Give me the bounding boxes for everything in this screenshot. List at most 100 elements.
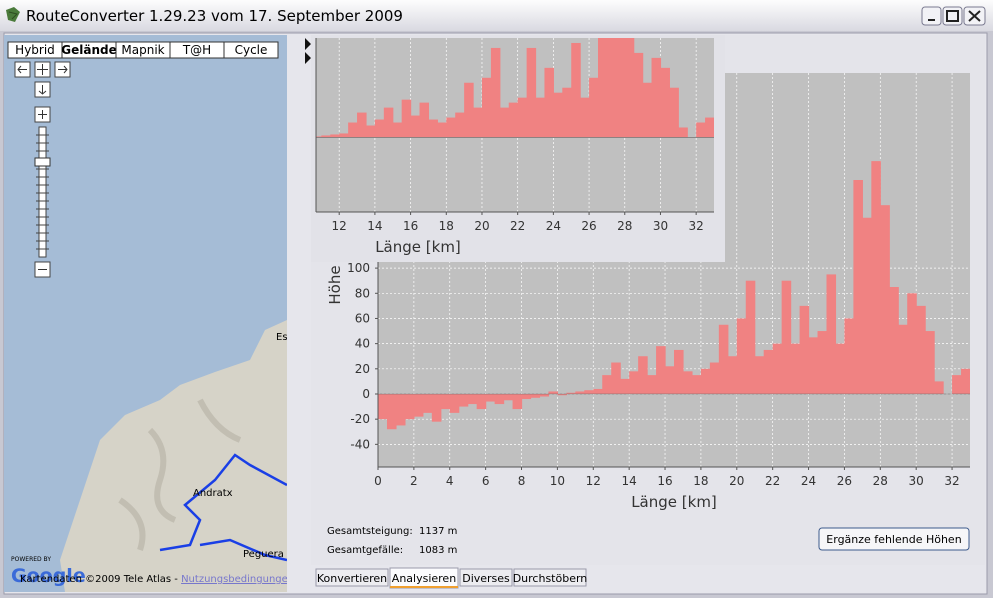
area-segment bbox=[437, 122, 447, 138]
tab[interactable] bbox=[315, 568, 389, 587]
x-tick-label: 18 bbox=[693, 474, 708, 488]
area-segment bbox=[473, 107, 483, 138]
area-segment bbox=[512, 393, 523, 410]
close-icon bbox=[968, 10, 981, 22]
area-segment bbox=[898, 324, 908, 394]
x-tick-label: 30 bbox=[653, 219, 668, 233]
terms-link[interactable]: Nutzungsbedingungen bbox=[181, 574, 294, 585]
y-tick-label: 60 bbox=[355, 311, 370, 325]
area-segment bbox=[365, 125, 376, 138]
area-segment bbox=[781, 280, 792, 394]
x-tick-label: 32 bbox=[944, 474, 959, 488]
y-tick-label: -20 bbox=[350, 412, 370, 426]
area-segment bbox=[674, 349, 684, 394]
area-segment bbox=[629, 371, 639, 394]
tab[interactable] bbox=[513, 568, 587, 587]
area-segment bbox=[431, 393, 442, 422]
fill-heights-label: Ergänze fehlende Höhen bbox=[826, 533, 961, 546]
x-tick-label: 20 bbox=[729, 474, 744, 488]
area-segment bbox=[593, 388, 603, 394]
area-segment bbox=[584, 390, 594, 394]
x-tick-label: 2 bbox=[410, 474, 418, 488]
zoom-thumb[interactable] bbox=[34, 157, 51, 167]
x-tick-label: 14 bbox=[622, 474, 637, 488]
tab[interactable] bbox=[459, 568, 513, 587]
area-segment bbox=[413, 393, 424, 417]
x-tick-label: 28 bbox=[617, 219, 632, 233]
area-segment bbox=[633, 52, 644, 138]
zoom-in-icon bbox=[38, 110, 47, 119]
splitter-arrows[interactable] bbox=[305, 38, 311, 64]
map-place: Peguera bbox=[243, 549, 284, 560]
area-segment bbox=[440, 393, 451, 410]
x-tick-label: 0 bbox=[374, 474, 382, 488]
area-segment bbox=[880, 205, 890, 394]
area-segment bbox=[705, 117, 714, 138]
area-segment bbox=[571, 42, 581, 138]
zoom-slider[interactable] bbox=[38, 126, 47, 258]
x-tick-label: 4 bbox=[446, 474, 454, 488]
area-segment bbox=[458, 393, 469, 407]
area-segment bbox=[422, 393, 433, 413]
map-type-label: Gelände bbox=[61, 43, 116, 57]
map-land bbox=[60, 320, 287, 592]
area-series bbox=[378, 161, 970, 430]
map[interactable]: Es Andratx Peguera POWERED BY Google Kar… bbox=[4, 35, 294, 592]
area-segment bbox=[718, 324, 729, 394]
x-tick-label: 8 bbox=[518, 474, 526, 488]
x-tick-label: 28 bbox=[873, 474, 888, 488]
area-segment bbox=[490, 47, 501, 138]
area-segment bbox=[580, 97, 590, 138]
y-tick-label: -40 bbox=[350, 437, 370, 451]
area-segment bbox=[392, 122, 403, 138]
x-axis-label: Länge [km] bbox=[631, 493, 717, 511]
area-segment bbox=[736, 318, 747, 394]
area-segment bbox=[696, 122, 706, 138]
tab-highlight bbox=[390, 586, 458, 588]
area-segment bbox=[316, 136, 322, 138]
area-segment bbox=[330, 134, 340, 138]
x-tick-label: 30 bbox=[909, 474, 924, 488]
area-segment bbox=[485, 393, 496, 402]
area-segment bbox=[575, 391, 585, 394]
area-segment bbox=[499, 107, 510, 138]
area-segment bbox=[808, 337, 819, 394]
area-segment bbox=[535, 97, 546, 138]
x-tick-label: 16 bbox=[657, 474, 672, 488]
copyright-text: Kartendaten ©2009 Tele Atlas - bbox=[20, 574, 181, 585]
area-segment bbox=[526, 47, 537, 138]
map-type-label: Mapnik bbox=[121, 43, 164, 57]
x-tick-label: 12 bbox=[332, 219, 347, 233]
tab-label: Analysieren bbox=[392, 572, 456, 585]
x-tick-label: 32 bbox=[689, 219, 704, 233]
maximize-button[interactable] bbox=[942, 6, 963, 26]
map-navigation bbox=[14, 61, 71, 278]
area-segment bbox=[606, 38, 617, 138]
map-relief bbox=[118, 398, 242, 551]
x-tick-label: 22 bbox=[765, 474, 780, 488]
area-segment bbox=[508, 102, 519, 138]
title-bar bbox=[0, 0, 993, 31]
area-segment bbox=[378, 393, 388, 420]
descent-value: 1083 m bbox=[419, 545, 457, 556]
area-segment bbox=[817, 331, 828, 394]
area-segment bbox=[754, 356, 765, 394]
splitter[interactable] bbox=[287, 35, 309, 592]
x-tick-label: 10 bbox=[550, 474, 565, 488]
map-type-tab[interactable] bbox=[223, 41, 279, 59]
area-segment bbox=[678, 127, 688, 138]
area-segment bbox=[446, 117, 456, 138]
minimize-button[interactable] bbox=[921, 6, 942, 26]
tab-label: Konvertieren bbox=[317, 572, 387, 585]
area-segment bbox=[410, 115, 421, 138]
y-tick-label: 0 bbox=[362, 387, 370, 401]
x-tick-label: 18 bbox=[439, 219, 454, 233]
window-buttons[interactable] bbox=[921, 6, 986, 26]
area-segment bbox=[386, 393, 397, 430]
area-segment bbox=[589, 77, 599, 138]
area-segment bbox=[624, 38, 635, 138]
x-tick-label: 26 bbox=[581, 219, 596, 233]
fill-heights-button[interactable] bbox=[818, 527, 970, 551]
y-tick-label: 20 bbox=[355, 362, 370, 376]
